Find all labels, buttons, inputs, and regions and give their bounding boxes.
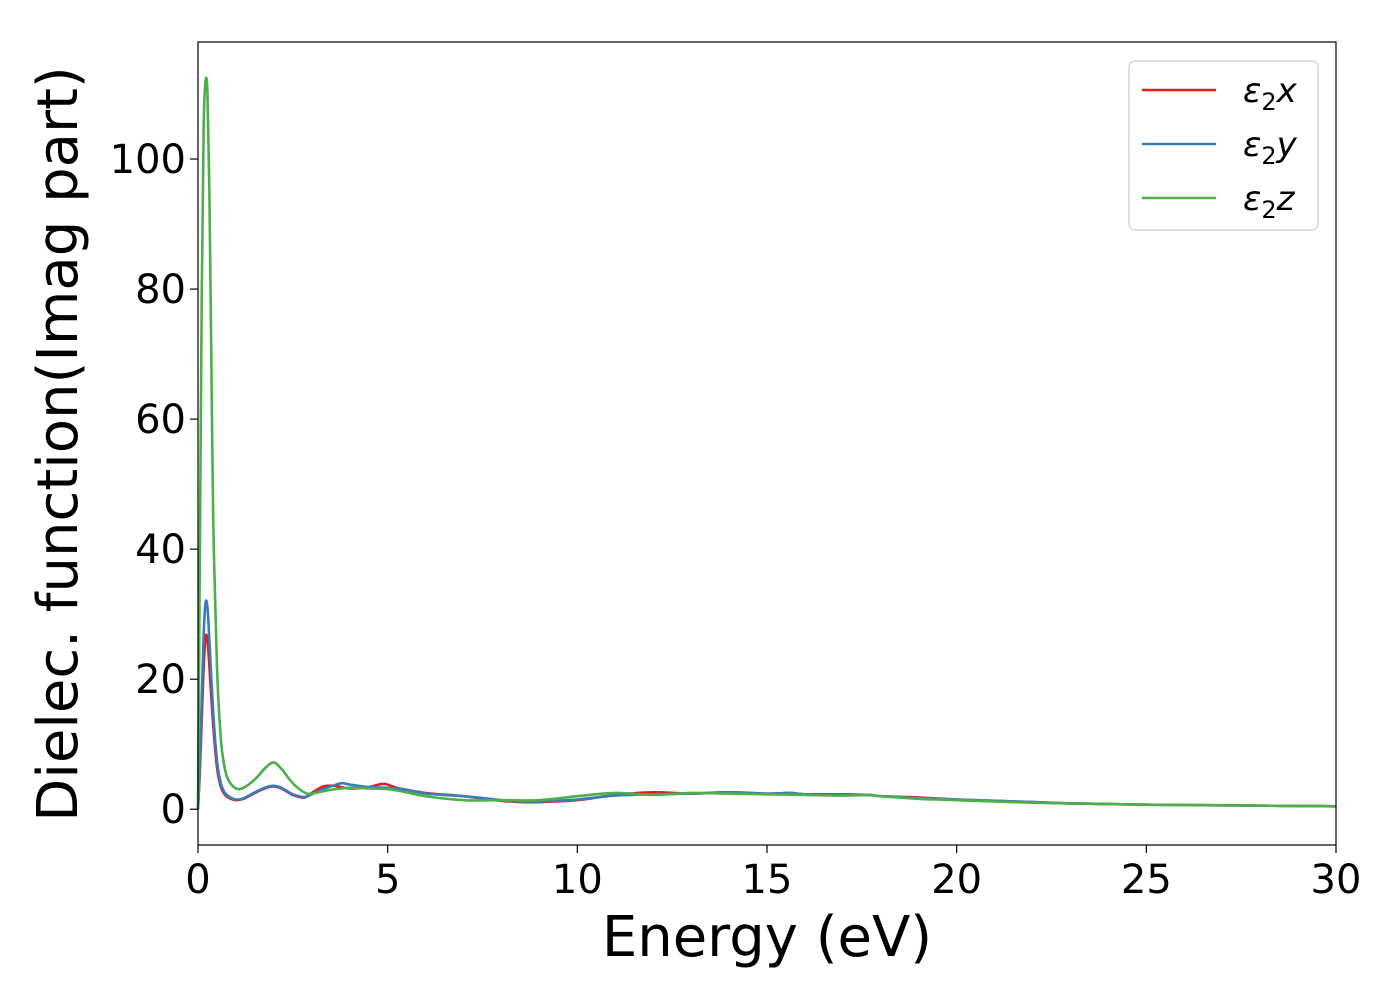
- x-tick-label: 15: [742, 857, 793, 903]
- legend-label-x: ε2x: [1243, 71, 1298, 116]
- y-tick-label: 40: [135, 527, 186, 573]
- y-tick-label: 60: [135, 397, 186, 443]
- x-tick-label: 20: [931, 857, 982, 903]
- y-tick-label: 0: [161, 787, 186, 833]
- x-tick-label: 0: [185, 857, 210, 903]
- y-axis: 0 20 40 60 80 100: [110, 137, 198, 833]
- y-tick-label: 20: [135, 657, 186, 703]
- series-layer: [196, 76, 1337, 810]
- y-tick-label: 80: [135, 267, 186, 313]
- x-axis-label: Energy (eV): [602, 905, 932, 970]
- x-tick-label: 5: [375, 857, 400, 903]
- legend-box: [1128, 60, 1319, 231]
- x-axis: 0 5 10 15 20 25 30: [185, 845, 1361, 903]
- y-tick-label: 100: [110, 137, 186, 183]
- y-axis-label: Dielec. function(Imag part): [26, 66, 91, 822]
- series-line-z: [196, 76, 1337, 810]
- x-tick-label: 25: [1121, 857, 1172, 903]
- x-tick-label: 30: [1311, 857, 1362, 903]
- x-tick-label: 10: [552, 857, 603, 903]
